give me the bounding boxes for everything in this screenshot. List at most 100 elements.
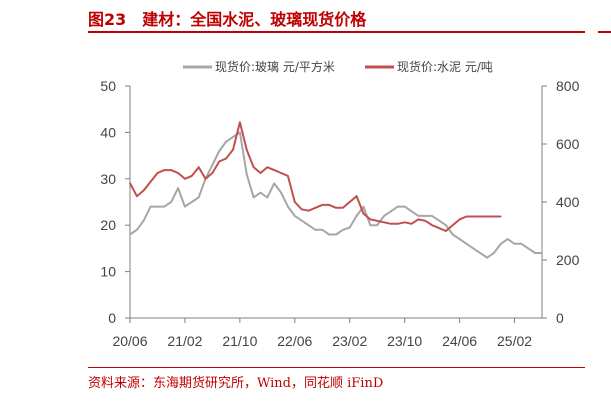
glass-series-point [355,215,358,217]
glass-series-point [342,229,344,231]
cement-series-point [218,160,221,163]
cement-series-point [149,180,152,183]
cement-series-point [252,166,255,168]
cement-series-point [136,195,138,197]
cement-series-point [314,207,317,209]
figure-title: 图23 建材：全国水泥、玻璃现货价格 [88,6,366,30]
glass-series-point [149,205,152,208]
glass-series-point [266,196,269,199]
x-tick-label: 20/06 [112,333,147,349]
cement-series-point [184,178,186,180]
cement-series-point [500,215,502,218]
glass-series-point [534,252,536,254]
x-tick-label: 21/10 [222,333,257,349]
legend-label-glass: 现货价:玻璃 元/平方米 [215,59,335,74]
glass-series-point [438,219,440,222]
cement-series-point [486,215,488,218]
glass-series-point [259,191,262,194]
source-note: 资料来源：东海期货研究所，Wind，同花顺 iFinD [88,376,384,391]
glass-series-point [245,173,248,175]
glass-series-point [197,196,200,199]
glass-series-point [232,136,234,138]
glass-series-point [445,224,447,226]
cement-series-point [493,215,495,218]
glass-series-point [170,201,172,203]
cement-series-point [142,189,145,192]
glass-series-point [307,224,310,226]
cement-series-point [266,166,269,168]
glass-series-point [520,243,523,245]
glass-series-point [321,229,324,231]
glass-series-point [239,131,241,134]
cement-series-point [163,169,166,171]
glass-series-point [424,215,427,217]
cement-series-point [348,201,351,203]
cement-series-point [397,223,399,225]
cement-series-point [376,220,379,222]
cement-series-point [328,204,330,206]
glass-series-line [129,131,542,259]
glass-series-point [500,243,502,245]
cement-series-point [355,195,358,197]
cement-series-point [403,221,406,224]
glass-series-point [273,182,276,185]
figure-title-text: 建材：全国水泥、玻璃现货价格 [142,10,367,29]
glass-series-layer [129,131,543,259]
y-right-tick-label: 800 [556,78,580,94]
cement-series-point [431,224,433,226]
glass-series-point [294,215,296,217]
glass-series-point [177,187,179,189]
cement-series-point [458,218,461,221]
x-tick-label: 23/10 [387,333,422,349]
cement-series-point [259,172,262,174]
edge-divider [598,31,611,33]
glass-series-point [348,226,351,229]
cement-series-point [211,172,214,174]
y-left-tick-label: 10 [100,264,116,280]
cement-series-point [342,207,344,209]
glass-series-point [479,252,482,254]
glass-series-point [314,229,317,231]
glass-series-point [300,219,303,222]
y-left-tick-label: 20 [100,217,116,233]
y-right-tick-label: 400 [556,194,580,210]
y-right-tick-label: 0 [556,310,564,326]
y-left-tick-label: 0 [108,310,116,326]
cement-series-point [390,223,392,225]
glass-series-point [225,140,227,143]
cement-series-point [445,230,447,232]
x-tick-label: 23/02 [332,333,367,349]
cement-series-point [472,215,475,218]
cement-series-point [177,172,179,174]
glass-series-point [431,215,433,217]
glass-series-point [403,205,406,208]
cement-series-point [191,175,193,177]
cement-series-point [438,227,440,229]
glass-series-point [280,191,282,194]
glass-series-point [376,224,379,226]
glass-series-point [287,205,289,208]
cement-series-point [204,178,207,180]
title-divider [88,31,585,33]
cement-series-point [129,182,131,184]
legend-label-cement: 现货价:水泥 元/吨 [397,59,493,74]
cement-series-point [232,149,234,151]
y-right-tick-label: 600 [556,136,580,152]
glass-series-point [417,215,420,217]
cement-series-point [410,223,413,225]
glass-series-point [129,233,131,236]
cement-series-point [287,175,289,177]
glass-series-point [369,224,372,226]
glass-series-point [506,238,509,240]
x-tick-label: 22/06 [277,333,312,349]
glass-series-point [362,205,365,208]
cement-series-point [280,172,282,174]
cement-series-point [321,204,324,206]
cement-series-point [465,215,468,218]
glass-series-point [486,256,488,259]
cement-series-point [294,201,296,203]
glass-series-point [191,201,193,203]
glass-series-point [156,205,159,208]
y-left-tick-label: 30 [100,171,116,187]
cement-series-point [245,149,248,151]
